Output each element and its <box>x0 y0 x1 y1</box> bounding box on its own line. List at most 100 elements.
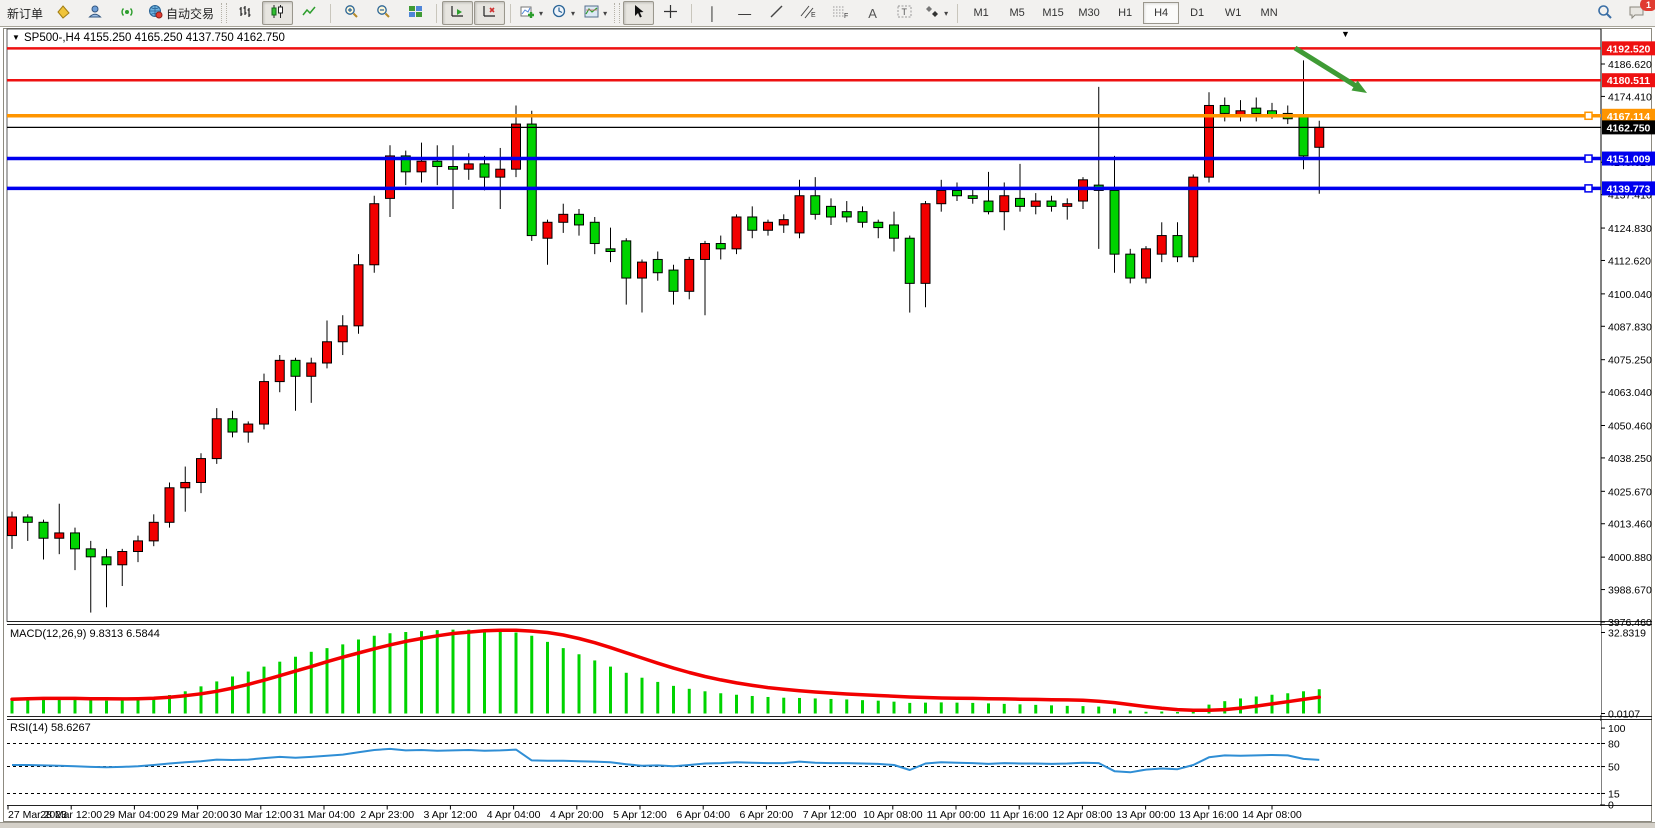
date-tick-label: 11 Apr 16:00 <box>990 809 1049 821</box>
date-tick-label: 10 Apr 08:00 <box>863 809 923 821</box>
line-handle[interactable] <box>1584 111 1593 121</box>
bear-candle <box>747 216 758 231</box>
bull-candle <box>133 540 143 553</box>
price-badge-label: 4139.773 <box>1607 183 1651 195</box>
template-button[interactable]: ▾ <box>580 1 611 25</box>
channel-button[interactable]: E <box>793 1 824 25</box>
indicators-button[interactable]: ▾ <box>516 1 547 25</box>
price-tick-label: 4000.880 <box>1608 552 1652 564</box>
toolbar-grip <box>221 3 228 23</box>
bull-candle <box>542 221 553 239</box>
bear-candle <box>1109 189 1120 255</box>
bear-candle <box>1172 235 1183 258</box>
price-tick-label: 4087.830 <box>1608 321 1652 333</box>
timeframe-button-m15[interactable]: M15 <box>1042 7 1064 19</box>
chart-window: ▼4186.6204174.4104149.6204137.4104124.83… <box>0 28 1655 822</box>
timeframe-button-mn[interactable]: MN <box>1260 7 1278 19</box>
dropdown-arrow-icon: ▾ <box>571 8 576 18</box>
trendline-icon <box>769 4 784 22</box>
price-tick-label: 4075.250 <box>1608 355 1652 367</box>
shapes-button[interactable]: ▾ <box>921 1 952 25</box>
auto-trading-button[interactable]: 自动交易 <box>144 1 218 25</box>
bear-candle <box>479 163 490 178</box>
timeframe-button-d1[interactable]: D1 <box>1190 7 1205 19</box>
zoom-in-button[interactable] <box>336 1 367 25</box>
timeframe-button-h4[interactable]: H4 <box>1143 2 1180 24</box>
bull-candle <box>1141 248 1151 279</box>
kite-button[interactable] <box>48 1 79 25</box>
chart-canvas[interactable]: ▼4186.6204174.4104149.6204137.4104124.83… <box>0 28 1655 822</box>
timeframe-button-m5[interactable]: M5 <box>1009 7 1025 19</box>
chart-shift-marker: ▼ <box>1341 29 1350 39</box>
cursor-icon <box>631 4 646 22</box>
chart-bars-button[interactable] <box>230 1 261 25</box>
chart-title: SP500-,H4 4155.250 4165.250 4137.750 416… <box>24 32 285 44</box>
chart-line-button[interactable] <box>294 1 325 25</box>
bear-candle <box>290 359 301 377</box>
search-button[interactable] <box>1589 1 1620 25</box>
line-handle[interactable] <box>1584 184 1593 193</box>
chart-shift-button[interactable] <box>474 1 506 25</box>
rsi-axis-label: 80 <box>1608 738 1620 750</box>
chart-candles-button[interactable] <box>262 1 294 25</box>
toolbar-separator <box>330 3 332 23</box>
cursor-button[interactable] <box>623 1 655 25</box>
bull-candle <box>322 341 332 364</box>
bear-candle <box>652 258 663 274</box>
date-tick-label: 12 Apr 08:00 <box>1053 809 1113 821</box>
bull-candle <box>337 325 348 343</box>
window-bottom-strip <box>0 822 1655 828</box>
fibonacci-button[interactable]: F <box>825 1 856 25</box>
horizontal-line-button[interactable]: — <box>729 1 760 25</box>
notifications-button[interactable]: 1 <box>1621 0 1655 25</box>
bear-candle <box>574 213 584 226</box>
price-tick-label: 4124.830 <box>1608 223 1652 235</box>
trend-arrow-head <box>1351 80 1367 93</box>
bear-candle <box>1219 104 1230 114</box>
date-tick-label: 6 Apr 04:00 <box>676 809 730 821</box>
price-badge-label: 4180.511 <box>1607 75 1650 87</box>
crosshair-button[interactable] <box>655 1 686 25</box>
toolbar-separator <box>436 3 438 23</box>
line-handle[interactable] <box>1584 154 1593 163</box>
bull-candle <box>243 423 254 433</box>
text-button[interactable]: A <box>857 1 888 25</box>
bull-candle <box>511 123 521 170</box>
vertical-line-button[interactable]: │ <box>697 1 728 25</box>
price-tick-label: 4013.460 <box>1608 519 1652 531</box>
signal-button[interactable] <box>112 1 143 25</box>
tile-windows-button[interactable] <box>400 1 431 25</box>
bear-candle <box>841 211 852 218</box>
price-tick-label: 4063.040 <box>1608 387 1652 399</box>
trend-arrow-annotation[interactable] <box>1293 45 1358 89</box>
periods-button[interactable]: ▾ <box>548 1 579 25</box>
timeframe-button-m30[interactable]: M30 <box>1078 7 1100 19</box>
bull-candle <box>148 521 159 542</box>
price-pane-background[interactable] <box>6 28 1602 622</box>
bear-candle <box>810 195 821 215</box>
new-order-button[interactable]: 新订单 <box>3 1 47 25</box>
price-tick-label: 4038.250 <box>1608 453 1652 465</box>
bear-candle <box>826 205 836 218</box>
date-tick-label: 14 Apr 08:00 <box>1242 809 1302 821</box>
trendline-button[interactable] <box>761 1 792 25</box>
bear-candle <box>526 123 537 237</box>
bull-candle <box>700 243 710 260</box>
auto-scroll-button[interactable] <box>442 1 474 25</box>
bear-candle <box>715 243 726 250</box>
rsi-axis-label: 50 <box>1608 762 1620 774</box>
bull-candle <box>731 216 742 250</box>
zoom-out-button[interactable] <box>368 1 399 25</box>
macd-pane-background[interactable] <box>7 626 1601 715</box>
label-button[interactable]: T <box>889 1 920 25</box>
chart-collapse-icon[interactable]: ▼ <box>12 33 20 42</box>
zoom-in-icon <box>344 4 359 22</box>
bear-candle <box>857 211 868 223</box>
price-tick-label: 4174.410 <box>1608 91 1652 103</box>
timeframe-button-h1[interactable]: H1 <box>1118 7 1133 19</box>
timeframe-button-w1[interactable]: W1 <box>1224 7 1242 19</box>
timeframe-button-m1[interactable]: M1 <box>973 7 989 19</box>
search-icon <box>1597 4 1613 23</box>
profile-button[interactable] <box>80 1 111 25</box>
svg-text:E: E <box>811 12 816 19</box>
